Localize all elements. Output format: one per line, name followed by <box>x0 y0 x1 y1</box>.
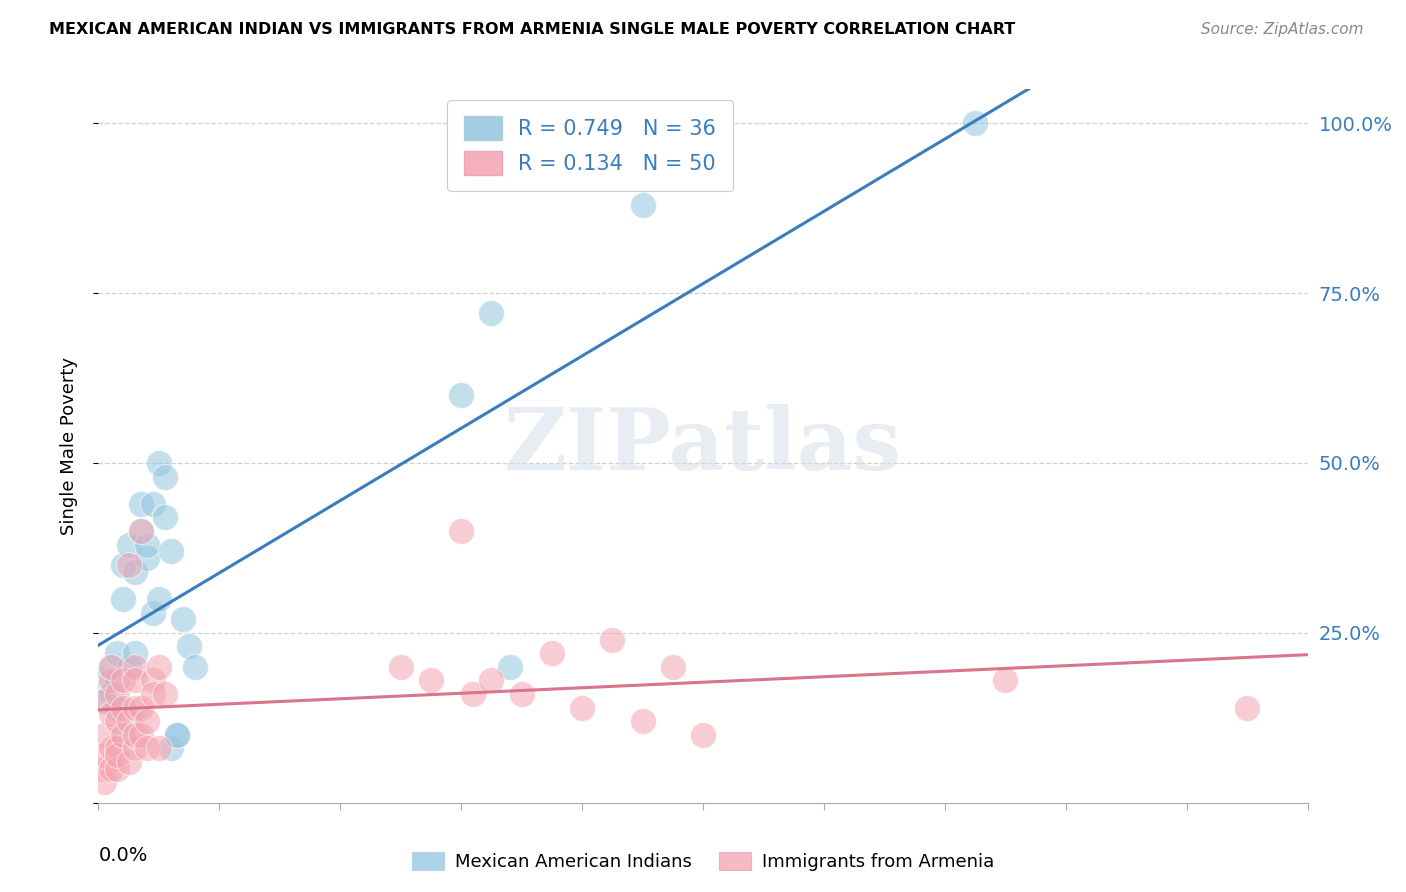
Point <box>602 632 624 647</box>
Point <box>100 762 122 776</box>
Point <box>124 673 146 688</box>
Point <box>93 673 115 688</box>
Point <box>153 687 176 701</box>
Point <box>498 660 520 674</box>
Point <box>166 728 188 742</box>
Point <box>389 660 412 674</box>
Point <box>148 741 170 756</box>
Point <box>142 687 165 701</box>
Point <box>135 714 157 729</box>
Text: ZIPatlas: ZIPatlas <box>503 404 903 488</box>
Point <box>160 741 183 756</box>
Point <box>111 591 134 606</box>
Point <box>105 762 128 776</box>
Point <box>100 707 122 722</box>
Point <box>100 673 122 688</box>
Point <box>129 524 152 538</box>
Point <box>100 660 122 674</box>
Point <box>93 775 115 789</box>
Point <box>463 687 485 701</box>
Point <box>166 728 188 742</box>
Point <box>111 558 134 572</box>
Point <box>631 714 654 729</box>
Point <box>571 700 593 714</box>
Point <box>124 565 146 579</box>
Point <box>148 456 170 470</box>
Point <box>111 728 134 742</box>
Point <box>111 728 134 742</box>
Point <box>93 694 115 708</box>
Point <box>105 748 128 763</box>
Point <box>93 728 115 742</box>
Point <box>124 660 146 674</box>
Point <box>118 755 141 769</box>
Legend: Mexican American Indians, Immigrants from Armenia: Mexican American Indians, Immigrants fro… <box>405 845 1001 879</box>
Point <box>118 537 141 551</box>
Point <box>129 524 152 538</box>
Text: Source: ZipAtlas.com: Source: ZipAtlas.com <box>1201 22 1364 37</box>
Point <box>481 673 503 688</box>
Point <box>540 646 562 660</box>
Point <box>111 700 134 714</box>
Text: 0.0%: 0.0% <box>98 846 148 864</box>
Point <box>124 646 146 660</box>
Point <box>148 660 170 674</box>
Point <box>142 606 165 620</box>
Point <box>124 741 146 756</box>
Point <box>184 660 207 674</box>
Point <box>135 537 157 551</box>
Point <box>124 700 146 714</box>
Point <box>450 524 472 538</box>
Point <box>994 673 1017 688</box>
Point <box>135 551 157 566</box>
Point <box>118 558 141 572</box>
Point <box>129 497 152 511</box>
Point <box>481 306 503 320</box>
Point <box>153 469 176 483</box>
Point <box>179 640 201 654</box>
Point <box>105 673 128 688</box>
Point <box>100 687 122 701</box>
Point <box>135 741 157 756</box>
Point <box>105 646 128 660</box>
Point <box>153 510 176 524</box>
Point <box>105 700 128 714</box>
Point <box>100 660 122 674</box>
Point <box>124 728 146 742</box>
Point <box>93 694 115 708</box>
Point <box>111 673 134 688</box>
Point <box>100 741 122 756</box>
Point <box>172 612 194 626</box>
Y-axis label: Single Male Poverty: Single Male Poverty <box>59 357 77 535</box>
Point <box>450 388 472 402</box>
Legend: R = 0.749   N = 36, R = 0.134   N = 50: R = 0.749 N = 36, R = 0.134 N = 50 <box>447 100 733 192</box>
Point <box>420 673 443 688</box>
Point <box>105 741 128 756</box>
Point <box>105 687 128 701</box>
Point <box>631 198 654 212</box>
Point <box>160 544 183 558</box>
Point <box>510 687 533 701</box>
Point <box>93 748 115 763</box>
Point <box>661 660 683 674</box>
Point <box>129 700 152 714</box>
Point <box>148 591 170 606</box>
Point <box>118 660 141 674</box>
Point <box>965 116 987 130</box>
Point <box>692 728 714 742</box>
Point <box>142 673 165 688</box>
Point <box>93 762 115 776</box>
Point <box>118 714 141 729</box>
Text: MEXICAN AMERICAN INDIAN VS IMMIGRANTS FROM ARMENIA SINGLE MALE POVERTY CORRELATI: MEXICAN AMERICAN INDIAN VS IMMIGRANTS FR… <box>49 22 1015 37</box>
Point <box>142 497 165 511</box>
Point <box>105 714 128 729</box>
Point <box>1236 700 1258 714</box>
Point <box>129 728 152 742</box>
